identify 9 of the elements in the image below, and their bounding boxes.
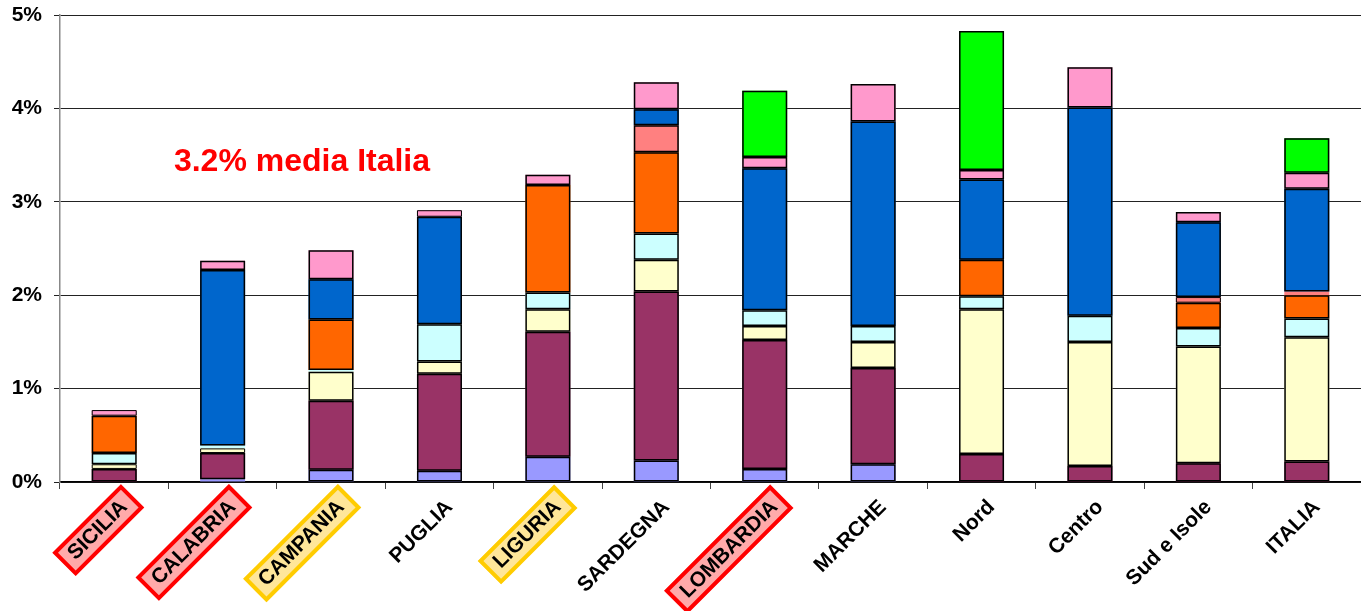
y-tick-label: 5% <box>11 1 43 25</box>
y-tick-label: 0% <box>11 468 43 492</box>
y-tick-label: 2% <box>11 282 43 305</box>
bar <box>200 479 246 482</box>
y-tick-label: 3% <box>11 188 43 212</box>
bar <box>1284 291 1330 296</box>
y-tick-label: 4% <box>11 95 43 119</box>
annotation: 3.2% media Italia <box>173 141 431 178</box>
y-tick-label: 1% <box>11 375 43 399</box>
